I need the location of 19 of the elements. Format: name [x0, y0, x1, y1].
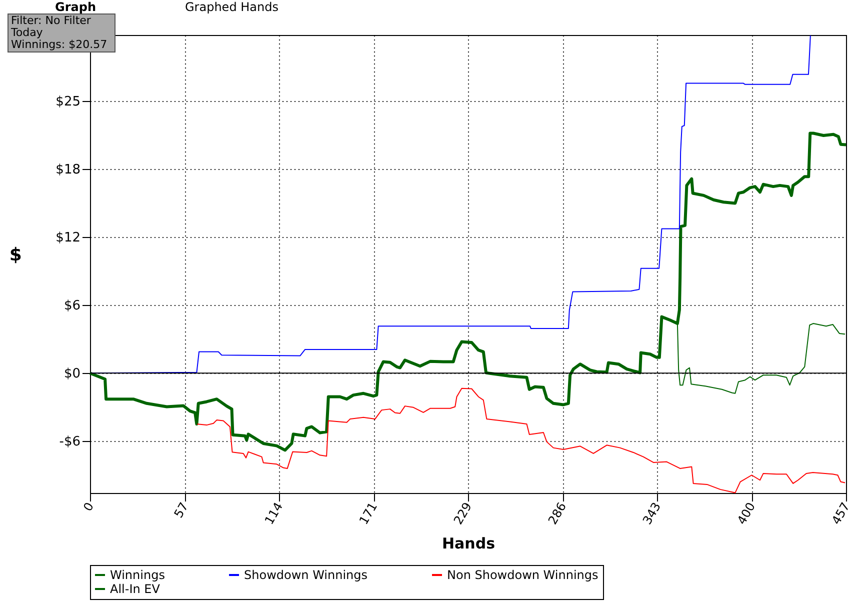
y-tick-label: $12: [56, 230, 80, 246]
x-tick-label: 57: [171, 500, 192, 520]
legend-label: Showdown Winnings: [244, 568, 368, 582]
legend-label: Non Showdown Winnings: [447, 568, 598, 582]
y-tick-label: $0: [64, 366, 80, 382]
annotation: Winnings: $20.57: [11, 38, 108, 51]
legend-label: Winnings: [110, 568, 165, 582]
text: Filter: No Filter: [11, 14, 92, 27]
y-tick-label: $25: [56, 94, 80, 110]
y-tick-label: $6: [64, 298, 80, 314]
legend-label: All-In EV: [110, 582, 161, 596]
y-tick-label: $18: [56, 162, 80, 178]
y-axis-title: $: [9, 244, 22, 266]
text: Today: [10, 26, 44, 39]
x-tick-label: 0: [80, 500, 97, 514]
text: Graphed Hands: [185, 0, 278, 14]
y-tick-label: -$6: [59, 434, 80, 450]
text: Graph: [55, 0, 96, 14]
x-axis-title: Hands: [442, 534, 496, 552]
